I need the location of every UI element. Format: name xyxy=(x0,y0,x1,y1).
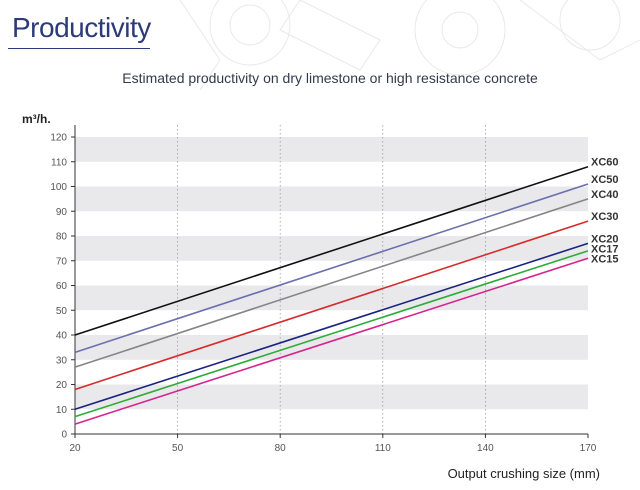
x-tick-label: 50 xyxy=(172,443,184,454)
x-tick-label: 140 xyxy=(477,443,494,454)
y-tick-label: 90 xyxy=(56,207,68,218)
y-tick-label: 100 xyxy=(50,182,67,193)
series-line-xc20 xyxy=(74,242,589,411)
series-label-xc17: XC17 xyxy=(591,243,619,255)
series-line-xc40 xyxy=(74,198,589,368)
series-label-xc30: XC30 xyxy=(591,211,619,223)
series-line-xc15 xyxy=(74,257,589,425)
y-tick-label: 10 xyxy=(56,405,68,416)
series-line-xc60 xyxy=(74,165,589,336)
grid-band xyxy=(75,137,588,162)
grid-band xyxy=(75,384,588,410)
grid-band xyxy=(75,236,588,261)
series-label-xc50: XC50 xyxy=(591,174,619,186)
chart-title: Estimated productivity on dry limestone … xyxy=(122,70,538,86)
series-label-xc20: XC20 xyxy=(591,233,619,245)
title-divider xyxy=(8,48,150,49)
series-line-xc50 xyxy=(74,183,589,354)
grid-band xyxy=(75,186,588,212)
x-tick-label: 110 xyxy=(375,443,391,454)
series-label-xc60: XC60 xyxy=(591,157,619,169)
series-line-xc17 xyxy=(74,250,589,418)
y-tick-label: 60 xyxy=(56,281,68,292)
y-tick-label: 70 xyxy=(56,256,68,267)
y-tick-label: 80 xyxy=(56,232,68,243)
y-tick-label: 110 xyxy=(51,157,67,168)
y-tick-label: 50 xyxy=(56,306,68,317)
y-axis-label: m³/h. xyxy=(22,112,51,126)
grid-band xyxy=(75,335,588,360)
grid-band xyxy=(75,285,588,311)
y-tick-label: 120 xyxy=(50,133,67,144)
page-title: Productivity xyxy=(12,12,151,43)
y-tick-label: 20 xyxy=(56,380,68,391)
x-axis-label: Output crushing size (mm) xyxy=(447,466,600,481)
series-label-xc40: XC40 xyxy=(591,189,619,201)
y-tick-label: 30 xyxy=(56,355,68,366)
y-tick-label: 0 xyxy=(61,430,67,441)
series-label-xc15: XC15 xyxy=(591,253,619,265)
x-tick-label: 20 xyxy=(69,443,81,454)
x-tick-label: 170 xyxy=(580,443,597,454)
series-line-xc30 xyxy=(74,220,589,391)
x-tick-label: 80 xyxy=(275,443,287,454)
y-tick-label: 40 xyxy=(56,331,68,342)
